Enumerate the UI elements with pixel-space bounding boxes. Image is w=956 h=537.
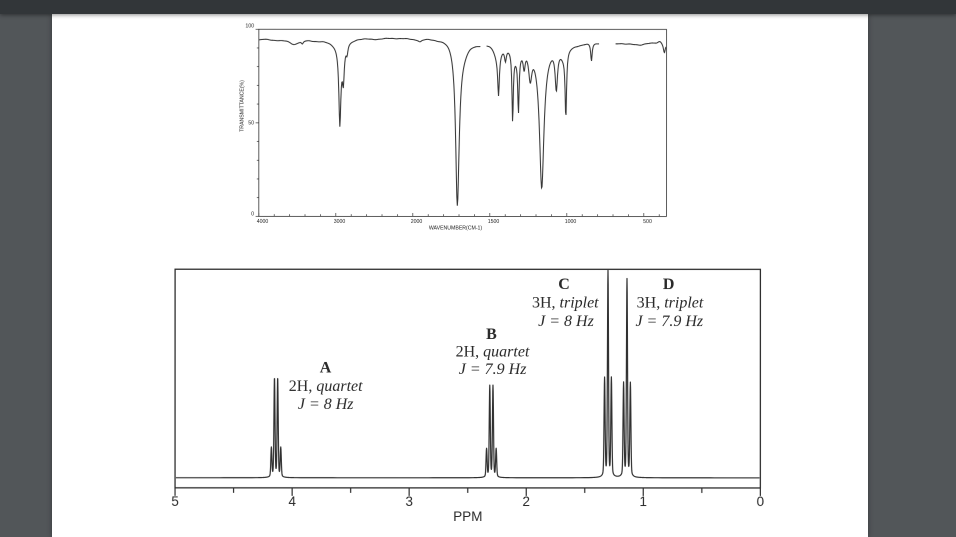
svg-text:J = 7.9 Hz: J = 7.9 Hz bbox=[459, 361, 527, 378]
svg-text:C: C bbox=[558, 276, 570, 293]
svg-text:2H, quartet: 2H, quartet bbox=[456, 343, 530, 360]
svg-text:100: 100 bbox=[245, 23, 254, 29]
svg-text:2000: 2000 bbox=[411, 219, 423, 225]
svg-text:0: 0 bbox=[757, 494, 765, 509]
svg-text:500: 500 bbox=[643, 219, 652, 225]
svg-text:4000: 4000 bbox=[257, 219, 269, 225]
svg-text:50: 50 bbox=[248, 120, 254, 126]
svg-text:1: 1 bbox=[639, 494, 647, 509]
svg-text:A: A bbox=[320, 359, 332, 376]
svg-text:3000: 3000 bbox=[334, 219, 346, 225]
svg-text:5: 5 bbox=[171, 494, 179, 509]
svg-text:J = 8 Hz: J = 8 Hz bbox=[538, 313, 594, 330]
svg-text:TRANSMITTANCE(%): TRANSMITTANCE(%) bbox=[240, 80, 246, 132]
svg-text:J = 7.9 Hz: J = 7.9 Hz bbox=[635, 313, 703, 330]
svg-text:D: D bbox=[663, 276, 675, 293]
svg-text:1500: 1500 bbox=[488, 219, 500, 225]
svg-text:PPM: PPM bbox=[453, 509, 482, 524]
svg-text:B: B bbox=[486, 326, 497, 343]
svg-text:0: 0 bbox=[251, 211, 254, 217]
svg-text:J = 8 Hz: J = 8 Hz bbox=[298, 396, 354, 413]
svg-text:3H, triplet: 3H, triplet bbox=[637, 295, 704, 312]
svg-text:3: 3 bbox=[405, 494, 413, 509]
svg-text:2H, quartet: 2H, quartet bbox=[289, 378, 363, 395]
svg-text:3H, triplet: 3H, triplet bbox=[532, 295, 599, 312]
svg-text:WAVENUMBER(CM-1): WAVENUMBER(CM-1) bbox=[429, 225, 483, 231]
svg-text:1000: 1000 bbox=[565, 219, 577, 225]
svg-text:2: 2 bbox=[522, 494, 530, 509]
svg-text:4: 4 bbox=[288, 494, 296, 509]
